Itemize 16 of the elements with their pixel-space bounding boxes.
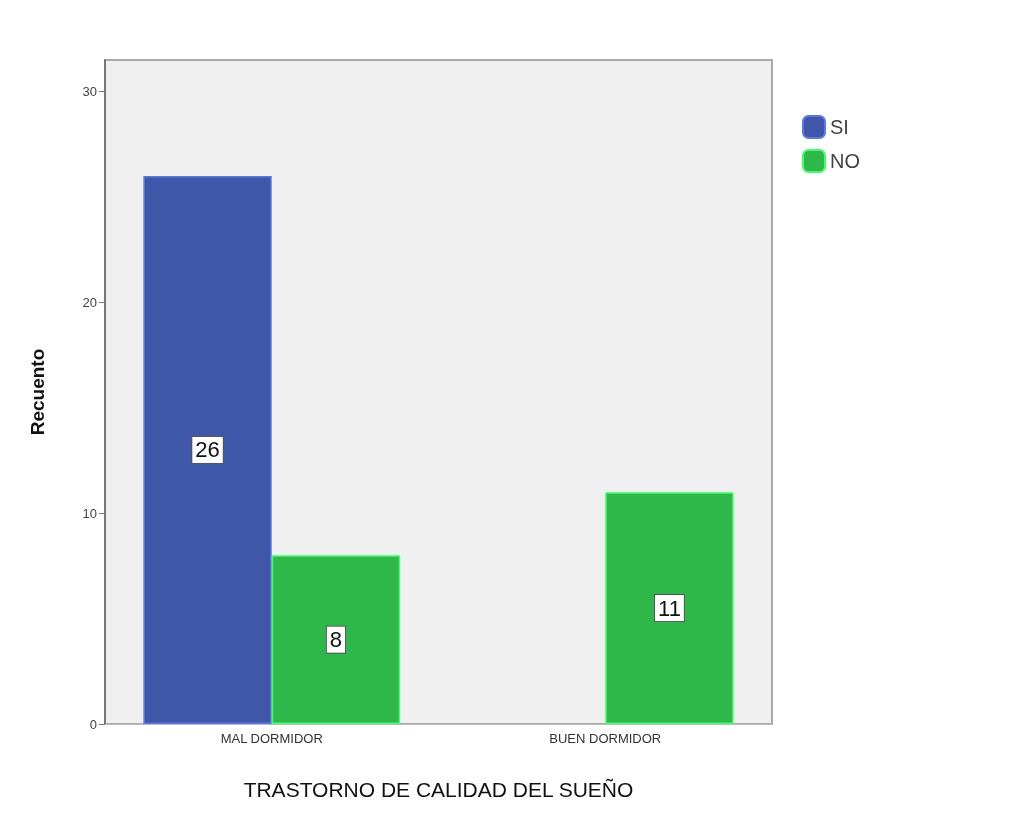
x-axis-title: TRASTORNO DE CALIDAD DEL SUEÑO xyxy=(243,778,634,801)
y-tick-label: 10 xyxy=(82,505,97,521)
bar xyxy=(271,555,401,724)
data-label: 8 xyxy=(329,627,343,653)
data-label: 11 xyxy=(658,595,681,621)
y-tick-label: 30 xyxy=(82,84,97,100)
y-tick-label: 0 xyxy=(89,716,97,732)
legend-label: NO xyxy=(830,150,860,172)
data-label: 26 xyxy=(195,437,220,463)
x-tick-label: MAL DORMIDOR xyxy=(220,731,323,746)
y-axis-title: Recuento xyxy=(27,348,48,436)
x-tick-label: BUEN DORMIDOR xyxy=(549,731,662,746)
bar xyxy=(143,175,272,724)
bar xyxy=(605,492,734,724)
y-tick-label: 20 xyxy=(82,294,97,310)
legend-label: SI xyxy=(830,116,849,138)
